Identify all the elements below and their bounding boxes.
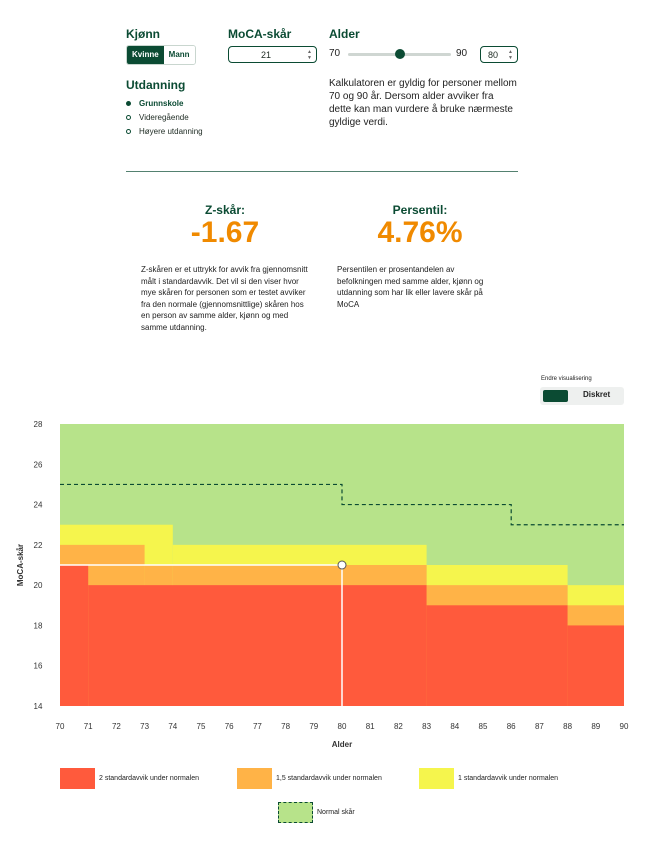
band-0-segment-3 [567,625,624,706]
percentile-label: Persentil: [392,203,448,217]
moca-spinner-icon[interactable]: ▲ ▼ [307,49,312,61]
legend-swatch-green [278,802,313,823]
x-tick-label: 89 [591,722,600,731]
education-radio-group: Grunnskole Videregående Høyere utdanning [126,96,203,138]
x-tick-label: 87 [535,722,544,731]
y-tick-label: 24 [34,501,43,510]
radio-icon [126,114,131,120]
y-tick-label: 14 [34,702,43,711]
x-tick-label: 85 [479,722,488,731]
x-tick-label: 83 [422,722,431,731]
gender-toggle: Kvinne Mann [126,45,196,65]
education-option-hoyere[interactable]: Høyere utdanning [126,124,203,138]
normal-score-line [60,483,624,526]
y-tick-label: 20 [34,581,43,590]
age-label: Alder [329,27,360,41]
x-tick-label: 77 [253,722,262,731]
x-tick-label: 71 [84,722,93,731]
legend-swatch-yellow [419,768,454,789]
x-tick-label: 72 [112,722,121,731]
x-tick-label: 76 [225,722,234,731]
y-tick-label: 28 [34,420,43,429]
x-tick-label: 78 [281,722,290,731]
education-option-videregaende[interactable]: Videregående [126,110,203,124]
band-0-segment-1 [88,585,427,706]
band-0-segment-0 [60,565,89,706]
zscore-label: Z-skår: [204,203,245,217]
band-0-segment-2 [426,605,568,706]
legend-swatch-orange [237,768,272,789]
zscore-description: Z-skåren er et uttrykk for avvik fra gje… [141,265,308,332]
visualization-option-diskret[interactable]: Diskret [583,390,611,399]
gender-label: Kjønn [126,27,160,41]
zscore-value: -1.67 [190,216,260,249]
divider [126,171,518,172]
age-slider-handle[interactable] [395,49,405,59]
moca-input[interactable]: 21 ▲ ▼ [228,46,317,63]
legend-item-normal: Normal skår [278,802,355,823]
x-tick-label: 75 [197,722,206,731]
legend-item-2sd: 2 standardavvik under normalen [60,768,199,789]
x-tick-label: 90 [620,722,629,731]
x-tick-label: 80 [338,722,347,731]
age-value: 80 [488,50,499,60]
validity-note: Kalkulatoren er gyldig for personer mell… [329,78,517,128]
x-axis-label: Alder [332,740,352,749]
age-min-label: 70 [329,48,341,59]
visualization-toggle-knob[interactable] [543,390,568,402]
y-tick-label: 26 [34,460,43,469]
y-tick-label: 18 [34,621,43,630]
legend-item-1sd: 1 standardavvik under normalen [419,768,558,789]
radio-selected-icon [126,100,131,106]
x-tick-label: 82 [394,722,403,731]
visualization-label: Endre visualisering [541,376,592,382]
y-tick-label: 22 [34,541,43,550]
x-tick-label: 86 [507,722,516,731]
y-axis-label: MoCA-skår [16,544,25,586]
x-tick-label: 70 [56,722,65,731]
x-tick-label: 81 [366,722,375,731]
age-input[interactable]: 80 ▲ ▼ [480,46,518,63]
education-option-grunnskole[interactable]: Grunnskole [126,96,203,110]
y-tick-label: 16 [34,662,43,671]
x-tick-label: 73 [140,722,149,731]
percentile-description: Persentilen er prosentandelen av befolkn… [337,265,484,309]
moca-value: 21 [261,50,272,60]
legend-item-15sd: 1,5 standardavvik under normalen [237,768,382,789]
age-spinner-icon[interactable]: ▲ ▼ [508,49,513,61]
gender-option-kvinne[interactable]: Kvinne [127,46,164,64]
percentile-value: 4.76% [377,216,463,249]
gender-option-mann[interactable]: Mann [163,46,195,64]
visualization-toggle[interactable]: Diskret [540,387,624,405]
x-tick-label: 74 [168,722,177,731]
legend-swatch-red [60,768,95,789]
education-label: Utdanning [126,78,186,92]
x-tick-label: 84 [450,722,459,731]
score-marker[interactable] [337,560,347,570]
x-tick-label: 88 [563,722,572,731]
moca-label: MoCA-skår [228,27,292,41]
radio-icon [126,128,131,134]
x-tick-label: 79 [309,722,318,731]
age-max-label: 90 [456,48,468,59]
